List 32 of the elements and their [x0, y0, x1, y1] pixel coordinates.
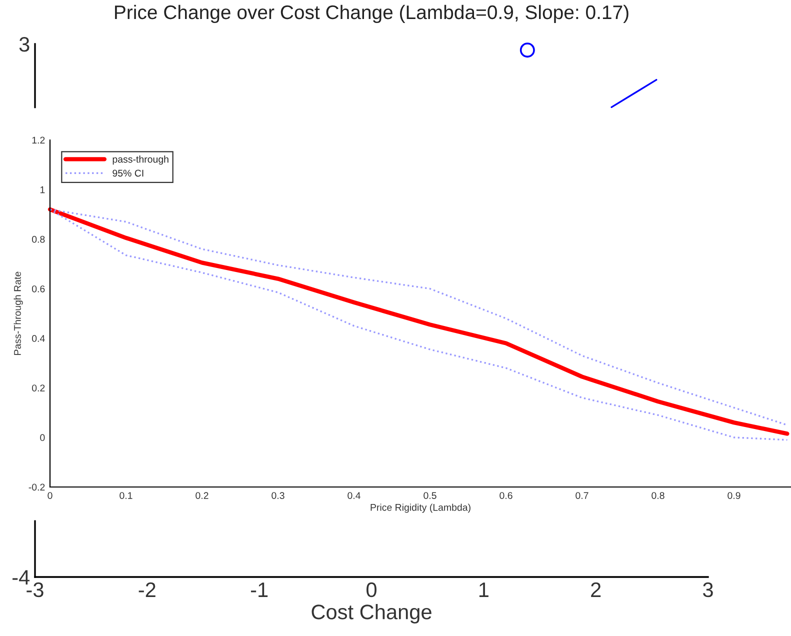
y-axis-title: Pass-Through Rate: [14, 272, 23, 355]
x-tick-label: 2: [591, 582, 601, 597]
x-axis-title: Cost Change: [312, 604, 432, 624]
legend-label: 95% CI: [112, 170, 144, 177]
legend-label: pass-through: [112, 156, 168, 165]
y-tick-label: 0: [40, 434, 45, 442]
x-tick-label: 1: [479, 582, 488, 597]
x-axis-title: Price Rigidity (Lambda): [370, 504, 470, 513]
x-tick-label: 0.2: [196, 492, 208, 499]
y-tick-label: 0.8: [32, 236, 45, 243]
y-tick-label: 0.4: [32, 335, 45, 342]
x-tick-label: 0.7: [576, 492, 588, 499]
y-tick-label: 0.2: [32, 384, 45, 392]
y-tick-label: 0.6: [32, 285, 45, 292]
y-tick-label: 1: [40, 186, 45, 194]
x-tick-label: 0: [48, 492, 52, 499]
y-tick-label: -4: [12, 570, 30, 585]
x-tick-label: 0.3: [272, 492, 284, 499]
y-tick-label: -0.2: [28, 484, 45, 491]
x-tick-label: 3: [703, 582, 713, 598]
x-tick-label: 0.9: [728, 492, 740, 499]
chart-title: Price Change over Cost Change (Lambda=0.9, Slope: 0.17): [115, 4, 628, 24]
y-tick-label: 1.2: [32, 136, 45, 144]
x-tick-label: 0.5: [424, 492, 436, 499]
x-tick-label: 0: [366, 582, 376, 598]
x-tick-label: 0.4: [348, 492, 360, 499]
x-tick-label: 0.1: [120, 492, 132, 499]
x-tick-label: -3: [26, 582, 44, 598]
x-tick-label: -2: [138, 582, 156, 597]
x-tick-label: -1: [250, 582, 268, 597]
x-tick-label: 0.8: [652, 492, 664, 499]
x-tick-label: 0.6: [500, 492, 512, 499]
